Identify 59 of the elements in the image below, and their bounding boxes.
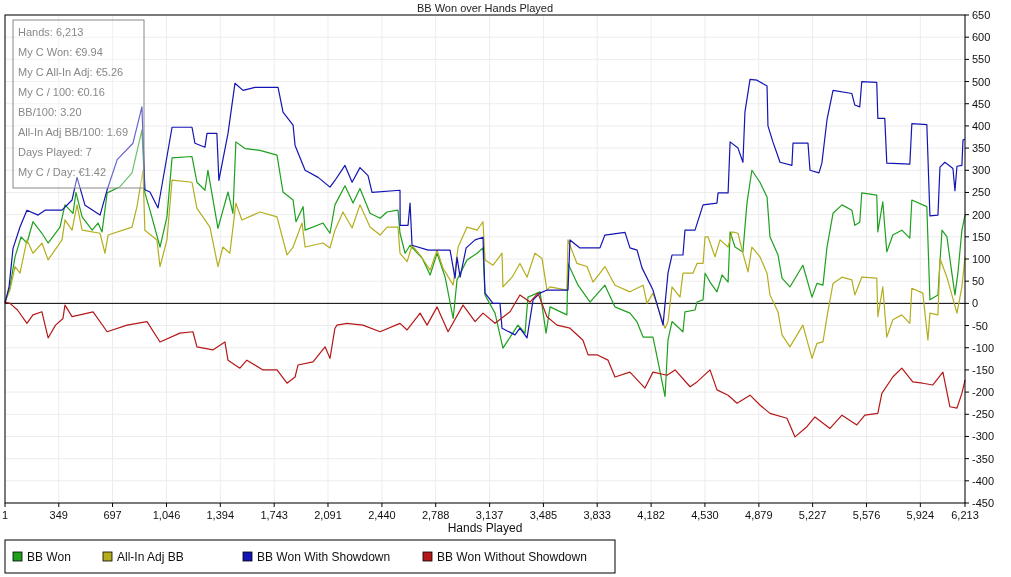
x-axis-title: Hands Played: [447, 521, 523, 535]
legend-label: BB Won With Showdown: [257, 550, 391, 564]
y-tick-label: 100: [972, 253, 991, 265]
y-tick-label: 650: [972, 9, 991, 21]
x-tick-label: 3,137: [475, 509, 504, 521]
x-tick-label: 6,213: [951, 509, 979, 521]
x-tick-label: 5,227: [798, 509, 827, 521]
x-tick-label: 1,743: [260, 509, 288, 521]
y-tick-label: 500: [972, 75, 991, 88]
x-tick-label: 1,046: [152, 509, 181, 521]
y-tick-label: -450: [972, 497, 995, 509]
x-tick-label: 4,879: [745, 509, 773, 521]
y-tick-label: 0: [972, 297, 979, 310]
x-tick-label: 1: [1, 509, 9, 521]
x-tick-label: 5,576: [852, 509, 881, 521]
line-series: [4, 292, 966, 438]
x-tick-label: 697: [103, 509, 122, 521]
x-tick-label: 2,440: [368, 509, 396, 521]
y-tick-label: 150: [972, 230, 991, 243]
line-series: [4, 78, 966, 339]
annotation: My C / Day: €1.42: [18, 166, 107, 178]
x-tick-label: 5,924: [906, 509, 935, 521]
x-tick-label: 3,833: [583, 509, 611, 521]
annotation: Hands: 6,213: [18, 26, 84, 38]
y-tick-label: 350: [972, 142, 991, 155]
annotation: BB/100: 3.20: [18, 106, 82, 118]
y-tick-label: -200: [972, 386, 995, 399]
y-tick-label: 200: [972, 208, 991, 221]
chart-title: BB Won over Hands Played: [416, 2, 554, 14]
y-tick-label: -250: [972, 408, 995, 421]
legend-label: All-In Adj BB: [117, 550, 184, 564]
x-tick-label: 3,485: [529, 509, 558, 521]
x-tick-label: 1,394: [206, 509, 235, 521]
y-tick-label: 600: [972, 31, 991, 44]
x-tick-label: 4,530: [691, 509, 719, 521]
y-tick-label: -300: [972, 430, 995, 443]
y-tick-label: -400: [972, 474, 995, 487]
y-tick-label: 50: [972, 275, 985, 288]
y-tick-label: 550: [972, 53, 991, 66]
annotation: All-In Adj BB/100: 1.69: [18, 126, 129, 138]
x-tick-label: 2,091: [314, 509, 342, 521]
y-tick-label: 450: [972, 97, 991, 110]
annotation: My C Won: €9.94: [18, 46, 103, 58]
line-series: [4, 169, 966, 359]
y-tick-label: -150: [972, 363, 995, 376]
legend-label: BB Won Without Showdown: [437, 550, 587, 564]
y-tick-label: -50: [972, 319, 988, 332]
y-tick-label: 300: [972, 164, 991, 177]
y-tick-label: -350: [972, 452, 995, 465]
x-tick-label: 2,788: [421, 509, 450, 521]
y-tick-label: -100: [972, 341, 995, 354]
annotation: Days Played: 7: [18, 146, 92, 158]
annotation: My C / 100: €0.16: [18, 86, 105, 98]
y-tick-label: 250: [972, 186, 991, 199]
legend-label: BB Won: [27, 550, 71, 564]
x-tick-label: 349: [49, 509, 68, 521]
annotation: My C All-In Adj: €5.26: [18, 66, 124, 78]
y-tick-label: 400: [972, 119, 991, 132]
x-tick-label: 4,182: [637, 509, 665, 521]
